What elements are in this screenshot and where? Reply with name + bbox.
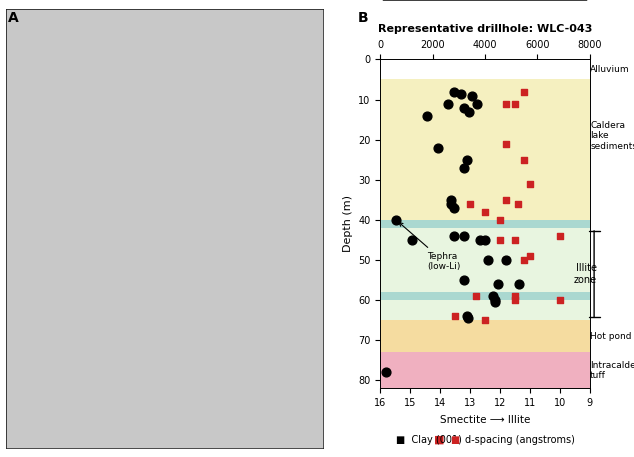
Point [446,200,456,207]
Point [514,281,524,288]
Point [493,281,503,288]
Point [482,256,493,264]
Point [480,317,490,324]
Bar [380,80,590,220]
Point [456,90,467,97]
Point [480,236,490,244]
Point [501,256,511,264]
Point [488,292,498,300]
Text: Intracaldera
tuff: Intracaldera tuff [590,361,634,380]
Point [471,292,481,300]
Point [472,100,482,107]
Text: ■  Clay (001) d-spacing (angstroms): ■ Clay (001) d-spacing (angstroms) [396,435,574,445]
Point [422,112,432,119]
Point [501,100,511,107]
Point [380,369,391,376]
Point [391,216,401,223]
Point [519,88,529,95]
Point [501,256,511,264]
Bar [380,320,590,352]
Point [491,298,501,306]
Point [510,236,520,244]
Point [525,252,535,260]
Point [480,208,490,216]
Point [495,236,505,244]
Point [510,100,520,107]
Text: B: B [358,11,369,26]
Point [467,92,477,99]
Point [525,180,535,187]
Text: Smectite ⟶ Illite: Smectite ⟶ Illite [440,415,530,425]
Bar [380,220,590,228]
Point [501,140,511,147]
Text: ■: ■ [434,435,444,445]
Text: ■: ■ [450,435,459,445]
Text: Hot pond zone: Hot pond zone [590,332,634,341]
Point [459,104,469,111]
Point [513,200,523,207]
Point [475,236,485,244]
Point [449,204,459,212]
Point [462,156,472,164]
Point [459,232,469,239]
Point [443,100,453,107]
Point [407,236,417,244]
Point [519,256,529,264]
Point [433,144,443,151]
Bar [380,300,590,320]
Point [450,313,460,320]
Point [464,108,474,115]
Text: A: A [8,11,18,26]
Point [501,196,511,203]
Point [449,88,459,95]
Point [465,200,475,207]
Point [510,292,520,300]
Text: Illite
zone: Illite zone [574,263,597,285]
Point [462,313,472,320]
Bar [380,292,590,300]
Point [449,232,459,239]
Point [459,164,469,171]
Point [463,314,473,322]
Bar [380,352,590,388]
Point [519,156,529,164]
Point [555,297,565,304]
Point [495,216,505,223]
Point [459,276,469,284]
Point [491,297,501,304]
Bar [380,228,590,292]
Title: Representative drillhole: WLC-043: Representative drillhole: WLC-043 [378,24,592,34]
Bar [380,59,590,80]
Text: Tephra
(low-Li): Tephra (low-Li) [399,223,461,271]
Point [555,232,565,239]
Text: Alluvium: Alluvium [590,65,630,74]
Text: Caldera
lake
sediments: Caldera lake sediments [590,121,634,150]
Point [446,196,456,203]
Y-axis label: Depth (m): Depth (m) [343,196,353,252]
Point [510,297,520,304]
